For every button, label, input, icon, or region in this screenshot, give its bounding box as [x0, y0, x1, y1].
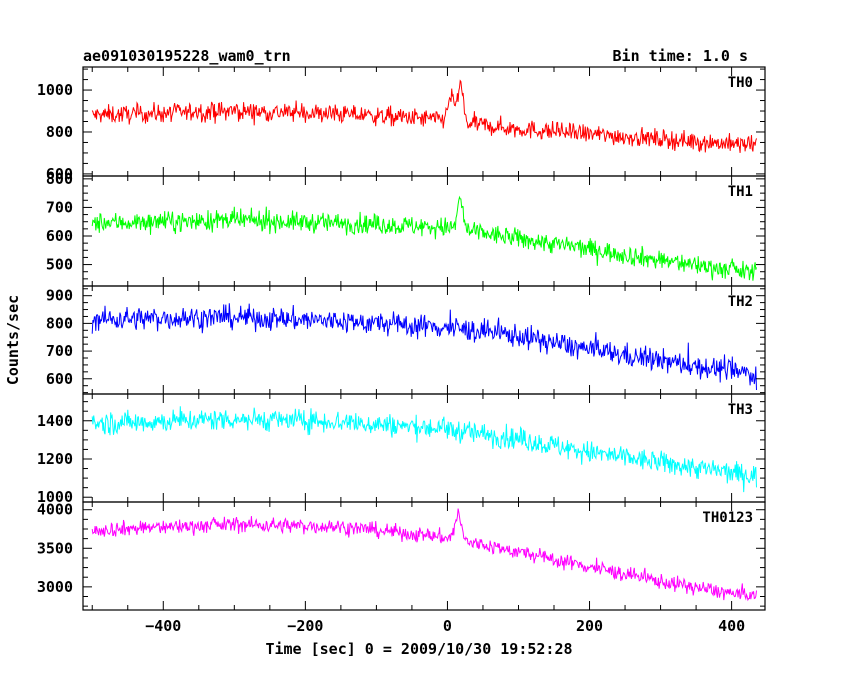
panel-name-label: TH1	[728, 184, 753, 200]
y-tick-label: 4000	[37, 501, 73, 519]
panel-th0123: 3000 3500 4000 TH0123	[37, 501, 766, 611]
series-th0123	[91, 508, 757, 602]
x-tick-label: −400	[145, 617, 181, 635]
x-tick-label: 0	[443, 617, 452, 635]
panel-th3: 1000 1200 1400 TH3	[37, 393, 766, 506]
y-tick-label: 3500	[37, 539, 73, 557]
y-tick-label: 1400	[37, 412, 73, 430]
x-tick-label: −200	[287, 617, 323, 635]
series-th0	[91, 79, 757, 153]
y-tick-label: 1200	[37, 450, 73, 468]
panel-name-label: TH2	[728, 294, 753, 310]
chart-title-left: ae091030195228_wam0_trn	[83, 47, 291, 65]
chart-title-right: Bin time: 1.0 s	[613, 47, 748, 65]
panel-frame	[82, 175, 766, 287]
panel-th2: 600 700 800 900 TH2	[46, 285, 766, 395]
y-tick-label: 600	[46, 165, 73, 183]
y-tick-label: 1000	[37, 488, 73, 506]
series-th1	[91, 195, 757, 281]
panel-th0: 600 800 1000 TH0	[37, 66, 766, 183]
y-tick-label: 3000	[37, 578, 73, 596]
panel-frame	[82, 393, 766, 503]
series-th2	[91, 303, 757, 391]
panel-name-label: TH0123	[702, 510, 753, 526]
panel-frame	[82, 501, 766, 611]
y-axis-label: Counts/sec	[4, 295, 22, 385]
x-axis-label: Time [sec] 0 = 2009/10/30 19:52:28	[265, 640, 572, 658]
y-tick-label: 800	[46, 123, 73, 141]
panel-name-label: TH3	[728, 402, 753, 418]
y-tick-label: 800	[46, 314, 73, 332]
y-tick-label: 700	[46, 198, 73, 216]
y-tick-label: 800	[46, 170, 73, 188]
y-tick-label: 1000	[37, 81, 73, 99]
x-tick-label: 400	[718, 617, 745, 635]
series-th3	[91, 406, 757, 493]
panel-name-label: TH0	[728, 75, 753, 91]
y-tick-label: 500	[46, 256, 73, 274]
y-tick-label: 900	[46, 287, 73, 305]
y-tick-label: 700	[46, 342, 73, 360]
y-tick-label: 600	[46, 370, 73, 388]
x-tick-label: 200	[576, 617, 603, 635]
y-tick-label: 600	[46, 227, 73, 245]
panel-th1: 500 600 700 800 TH1	[46, 170, 766, 287]
panel-frame	[82, 285, 766, 395]
